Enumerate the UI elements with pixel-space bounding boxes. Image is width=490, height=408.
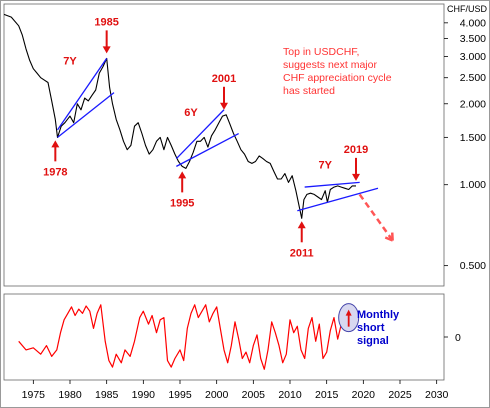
cycle-length-label: 6Y — [184, 107, 198, 119]
y-tick-label: 1.500 — [460, 132, 486, 144]
x-tick-label: 2020 — [352, 389, 376, 401]
x-tick-label: 1985 — [95, 389, 119, 401]
y-tick-label: 3.000 — [460, 51, 486, 63]
signal-label-line: Monthly — [357, 309, 400, 321]
x-tick-label: 2025 — [388, 389, 412, 401]
x-tick-label: 2010 — [278, 389, 302, 401]
annotation-label: 1978 — [43, 166, 67, 178]
annotation-arrowhead — [178, 171, 187, 179]
trend-channel-line — [56, 58, 108, 131]
annotation-arrowhead — [51, 140, 60, 148]
x-tick-label: 1995 — [168, 389, 192, 401]
price-series-line — [3, 13, 356, 219]
x-tick-label: 2005 — [242, 389, 266, 401]
annotation-arrowhead — [352, 173, 360, 181]
annotation-arrowhead — [102, 46, 111, 54]
y-tick-label: 0.500 — [460, 260, 486, 272]
x-tick-label: 1975 — [22, 389, 46, 401]
note-text-line: CHF appreciation cycle — [283, 72, 392, 84]
note-text-line: Top in USDCHF, — [283, 46, 359, 58]
y-tick-label: 4.000 — [460, 17, 486, 29]
x-tick-label: 2015 — [315, 389, 339, 401]
annotation-arrowhead — [297, 221, 306, 229]
oscillator-series-line — [18, 304, 353, 370]
osc-y-tick-label: 0 — [455, 332, 461, 344]
x-tick-label: 1990 — [132, 389, 156, 401]
projection-arrow-head — [384, 232, 394, 242]
y-tick-label: 3.500 — [460, 33, 486, 45]
annotation-label: 1995 — [170, 197, 194, 209]
trend-channel-line — [175, 109, 225, 160]
annotation-label: 2001 — [212, 73, 236, 85]
signal-arrowhead — [345, 309, 352, 316]
y-tick-label: 2.500 — [460, 72, 486, 84]
annotation-label: 2011 — [290, 247, 314, 259]
signal-label-line: short — [357, 322, 385, 334]
trend-channel-line — [57, 92, 115, 138]
note-text-line: suggests next major — [283, 59, 377, 71]
price-panel: CHF/USD 4.000 3.500 3.000 2.500 2.000 1.500 1.0… — [3, 3, 487, 287]
annotation-arrowhead — [220, 102, 228, 110]
y-tick-label: 2.000 — [460, 98, 486, 110]
annotation-label: 1985 — [94, 16, 118, 28]
signal-label-line: signal — [357, 335, 389, 347]
annotation-label: 2019 — [344, 144, 368, 156]
x-tick-label: 2030 — [425, 389, 449, 401]
cycle-length-label: 7Y — [63, 55, 77, 67]
x-tick-label: 2000 — [205, 389, 229, 401]
note-text-line: has started — [283, 85, 335, 97]
cycle-length-label: 7Y — [318, 159, 332, 171]
trend-channel-line — [176, 132, 239, 167]
trend-channel-line — [297, 187, 379, 212]
y-tick-label: 1.000 — [460, 179, 486, 191]
price-plot-frame — [3, 3, 445, 287]
x-tick-label: 1980 — [58, 389, 82, 401]
y-axis-title: CHF/USD — [447, 4, 487, 14]
x-axis: 1975 1980 1985 1990 1995 2000 2005 2010 2015 2020… — [22, 380, 449, 401]
trend-channel-line — [304, 181, 360, 188]
